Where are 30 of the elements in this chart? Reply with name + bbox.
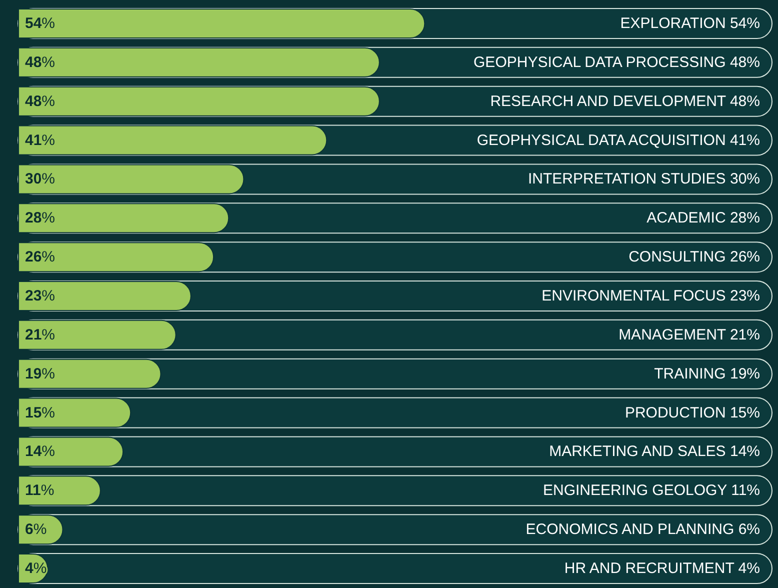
data-label: 14% [25, 443, 56, 460]
data-label: 48% [25, 92, 56, 110]
data-label: 26% [25, 248, 56, 266]
data-label: 30% [25, 170, 56, 188]
y-tick-label: GEOPHYSICAL DATA ACQUISITION 41% [476, 132, 760, 149]
data-label: 48% [25, 54, 56, 71]
y-tick-label: ACADEMIC 28% [646, 210, 760, 227]
data-label: 19% [25, 365, 56, 382]
y-tick-label: ENVIRONMENTAL FOCUS 23% [542, 288, 760, 304]
y-tick-label: EXPLORATION 54% [620, 14, 760, 32]
data-label: 11% [25, 482, 54, 500]
y-tick-label: CONSULTING 26% [628, 248, 760, 266]
y-tick-label: PRODUCTION 15% [624, 404, 760, 422]
y-tick-label: ECONOMICS AND PLANNING 6% [526, 521, 760, 538]
data-label: 28% [25, 210, 56, 227]
data-label: 54% [25, 14, 56, 32]
y-tick-label: RESEARCH AND DEVELOPMENT 48% [490, 92, 760, 110]
data-label: 41% [25, 132, 56, 149]
data-label: 21% [25, 326, 56, 344]
y-tick-label: GEOPHYSICAL DATA PROCESSING 48% [474, 54, 760, 71]
data-label: 6% [25, 521, 47, 538]
data-label: 23% [25, 288, 56, 304]
y-tick-label: HR AND RECRUITMENT 4% [564, 560, 760, 578]
y-tick-label: ENGINEERING GEOLOGY 11% [542, 482, 760, 500]
y-tick-label: INTERPRETATION STUDIES 30% [528, 170, 760, 188]
data-label: 4% [25, 560, 47, 578]
y-tick-label: MARKETING AND SALES 14% [549, 443, 760, 460]
y-tick-label: TRAINING 19% [654, 365, 760, 382]
y-tick-label: MANAGEMENT 21% [618, 326, 760, 344]
data-label: 15% [25, 404, 56, 422]
